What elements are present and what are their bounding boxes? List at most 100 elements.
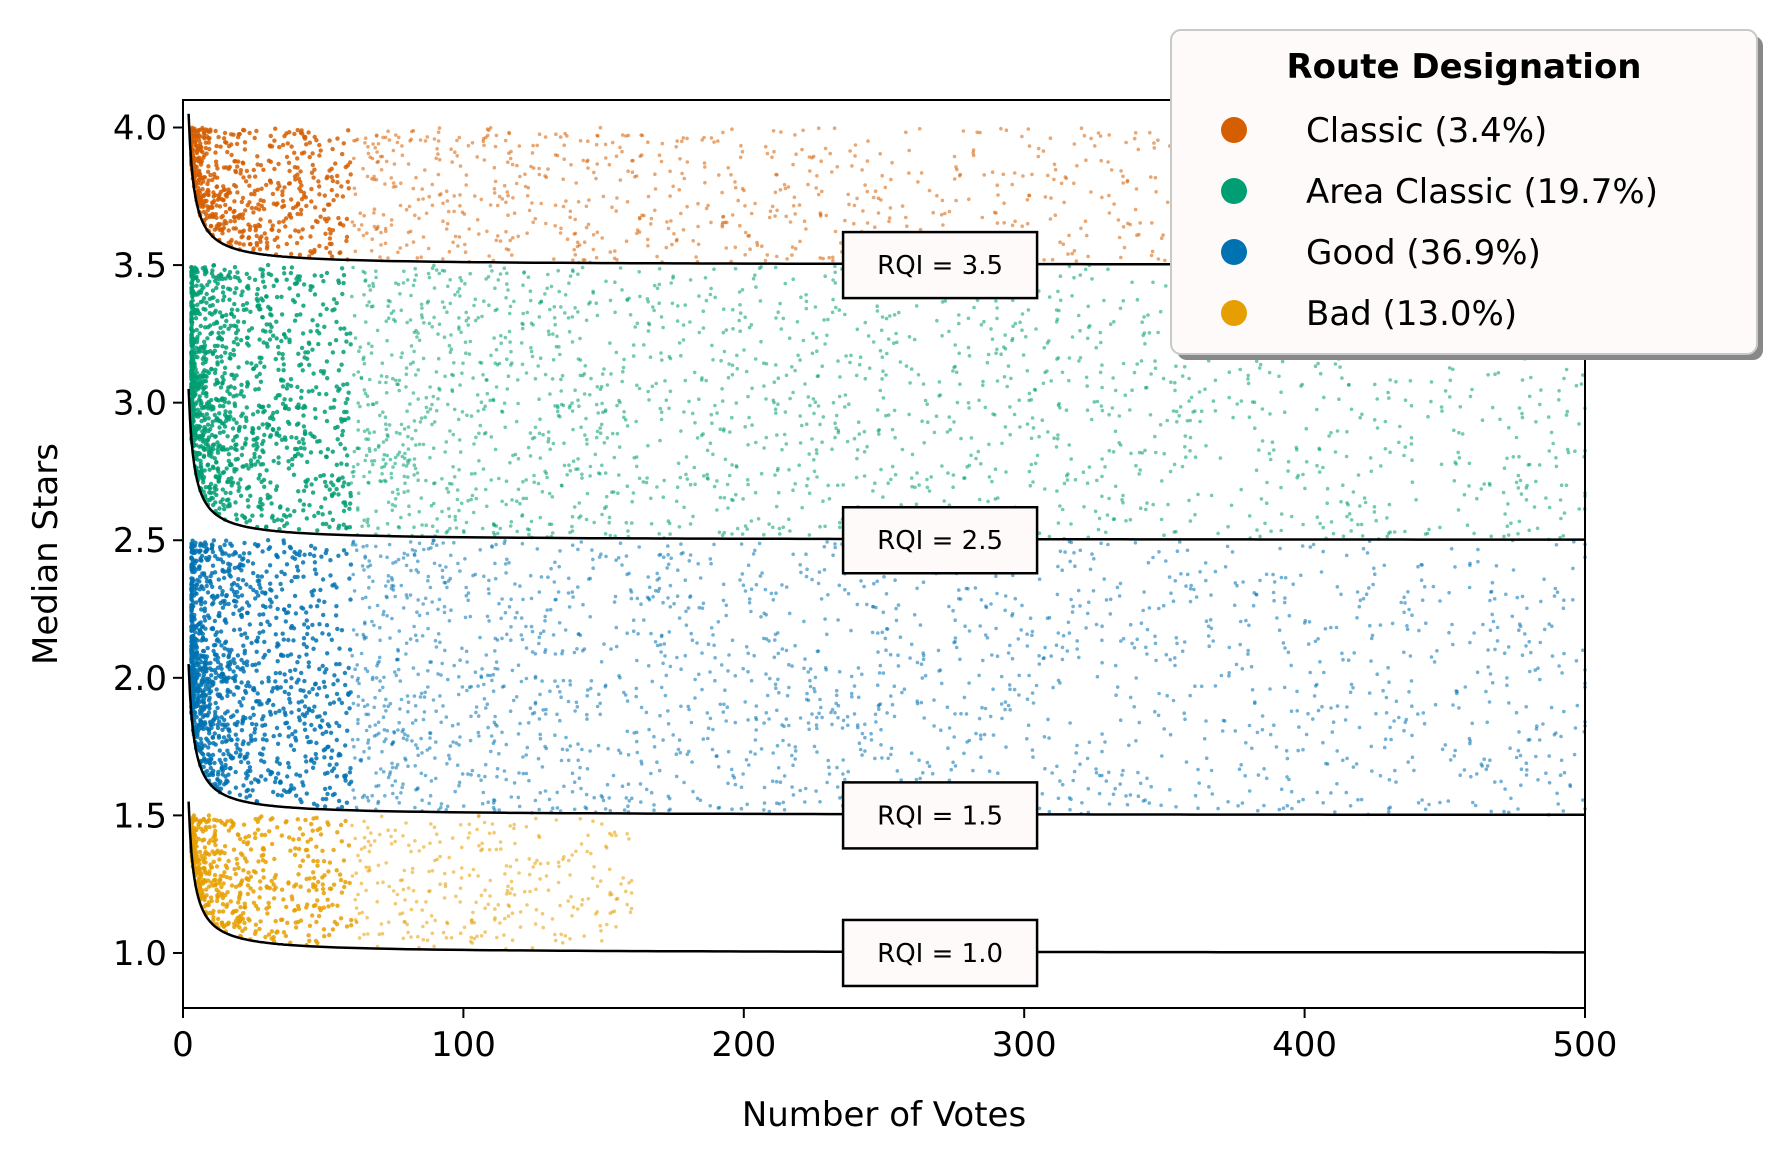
scatter-point [958, 382, 962, 387]
scatter-point [365, 231, 369, 235]
scatter-point [837, 394, 842, 399]
scatter-point [228, 219, 233, 224]
scatter-point [391, 181, 396, 185]
scatter-point [387, 423, 392, 427]
scatter-point [1089, 190, 1093, 194]
scatter-point [316, 686, 322, 691]
scatter-point [384, 479, 388, 484]
scatter-point [1490, 405, 1495, 410]
scatter-point [905, 224, 909, 228]
scatter-point [747, 325, 752, 330]
scatter-point [1164, 284, 1168, 288]
scatter-point [731, 307, 735, 312]
scatter-point [503, 335, 508, 340]
scatter-point [1197, 390, 1202, 394]
scatter-point [1161, 233, 1165, 237]
scatter-point [1561, 606, 1566, 611]
scatter-point [1037, 434, 1041, 439]
scatter-point [1161, 376, 1166, 381]
scatter-point [253, 174, 258, 179]
scatter-point [488, 264, 493, 268]
scatter-point [415, 471, 420, 475]
scatter-point [538, 456, 543, 460]
scatter-point [793, 246, 798, 251]
scatter-point [270, 191, 276, 197]
scatter-point [257, 454, 262, 460]
scatter-point [1388, 378, 1392, 382]
scatter-point [779, 130, 783, 134]
scatter-point [1519, 492, 1524, 496]
scatter-point [464, 183, 469, 187]
scatter-point [987, 475, 992, 479]
scatter-point [1119, 639, 1123, 643]
scatter-point [340, 475, 345, 480]
scatter-point [1374, 518, 1378, 523]
scatter-point [371, 142, 375, 146]
scatter-point [411, 283, 416, 288]
scatter-point [573, 217, 577, 222]
scatter-point [699, 433, 704, 438]
scatter-point [479, 361, 484, 365]
scatter-point [646, 329, 651, 333]
scatter-point [801, 338, 806, 343]
scatter-point [248, 241, 253, 247]
scatter-point [1317, 447, 1322, 452]
scatter-point [624, 520, 629, 525]
scatter-point [718, 495, 723, 500]
scatter-point [340, 291, 345, 297]
scatter-point [1058, 240, 1062, 244]
scatter-point [464, 310, 469, 315]
scatter-point [436, 130, 441, 134]
scatter-point [615, 258, 619, 262]
scatter-point [1229, 503, 1234, 508]
scatter-point [510, 253, 514, 257]
scatter-point [301, 190, 307, 196]
scatter-point [568, 469, 573, 473]
scatter-point [441, 257, 445, 261]
scatter-point [696, 224, 700, 229]
scatter-point [404, 385, 408, 389]
scatter-point [831, 400, 836, 405]
scatter-point [784, 214, 788, 219]
scatter-point [860, 753, 864, 757]
scatter-point [214, 460, 219, 465]
scatter-point [197, 394, 202, 399]
scatter-point [313, 205, 318, 210]
scatter-point [340, 428, 346, 434]
scatter-point [637, 230, 642, 234]
scatter-point [386, 500, 391, 505]
scatter-point [284, 445, 290, 450]
scatter-point [516, 401, 520, 406]
scatter-point [257, 236, 263, 241]
scatter-point [469, 414, 474, 418]
scatter-point [746, 394, 750, 399]
scatter-point [759, 339, 763, 344]
scatter-point [289, 265, 295, 270]
scatter-point [446, 284, 450, 289]
scatter-point [526, 445, 531, 450]
scatter-point [1315, 407, 1319, 412]
scatter-point [267, 143, 273, 148]
scatter-point [391, 465, 395, 469]
scatter-point [335, 136, 340, 141]
scatter-point [798, 414, 802, 418]
scatter-point [327, 510, 333, 515]
scatter-point [299, 453, 304, 458]
scatter-point [432, 501, 436, 506]
scatter-point [252, 455, 257, 460]
scatter-point [1147, 331, 1152, 335]
scatter-point [372, 459, 377, 463]
scatter-point [189, 364, 194, 369]
scatter-point [1257, 366, 1262, 370]
scatter-point [405, 278, 410, 282]
scatter-point [396, 492, 401, 496]
scatter-point [284, 277, 289, 282]
scatter-point [356, 419, 361, 424]
scatter-point [531, 323, 535, 327]
scatter-point [1267, 451, 1272, 456]
scatter-point [256, 202, 261, 207]
scatter-point [917, 483, 921, 487]
scatter-point [214, 203, 219, 208]
scatter-point [395, 487, 400, 492]
scatter-point [239, 389, 244, 394]
